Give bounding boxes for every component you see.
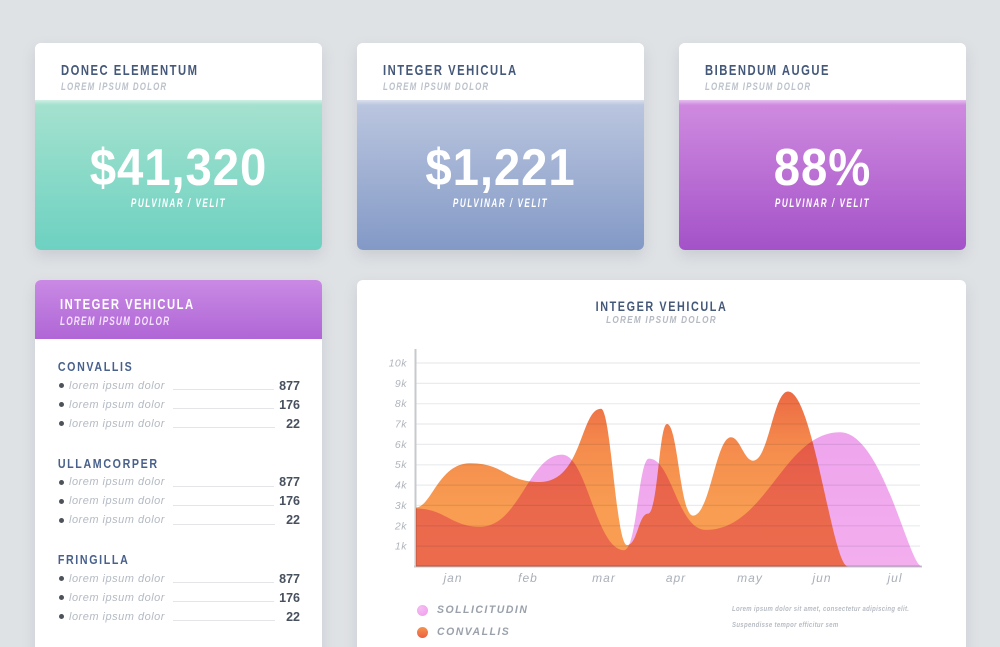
- svg-text:1k: 1k: [395, 541, 407, 553]
- svg-text:2k: 2k: [394, 520, 407, 532]
- svg-text:5k: 5k: [395, 459, 407, 471]
- svg-text:3k: 3k: [395, 500, 407, 512]
- svg-text:may: may: [737, 571, 763, 585]
- svg-text:jul: jul: [885, 571, 902, 585]
- svg-text:apr: apr: [666, 571, 686, 585]
- svg-text:6k: 6k: [395, 439, 407, 451]
- svg-text:8k: 8k: [395, 398, 407, 410]
- svg-text:10k: 10k: [389, 358, 408, 370]
- svg-text:jan: jan: [441, 571, 462, 585]
- svg-text:9k: 9k: [395, 378, 407, 390]
- svg-text:mar: mar: [592, 571, 616, 585]
- svg-text:4k: 4k: [395, 480, 407, 492]
- svg-text:7k: 7k: [395, 419, 407, 431]
- svg-text:jun: jun: [810, 571, 831, 585]
- svg-text:feb: feb: [518, 571, 538, 585]
